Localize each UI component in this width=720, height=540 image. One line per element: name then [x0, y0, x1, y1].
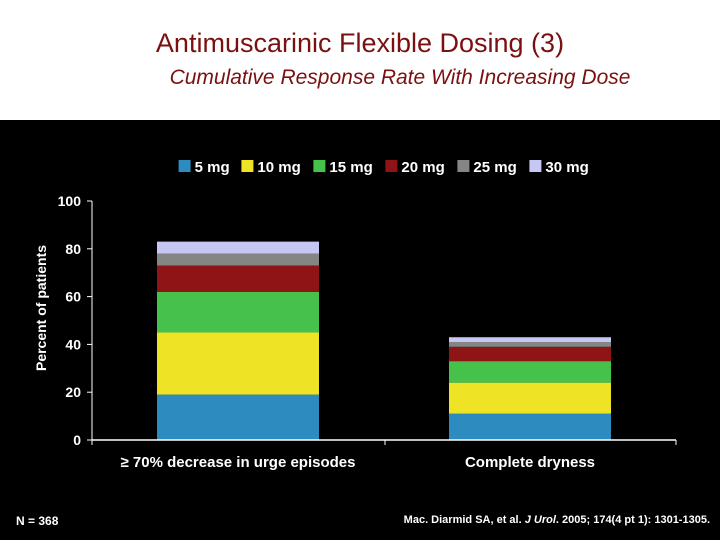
bar-segment-10-mg	[449, 382, 611, 414]
chart-legend: 5 mg 10 mg 15 mg 20 mg 25 mg 30 mg	[178, 159, 589, 176]
y-tick-label: 100	[58, 193, 82, 209]
legend-label: 5 mg	[195, 159, 230, 176]
legend-swatch	[529, 160, 542, 172]
slide-header: Antimuscarinic Flexible Dosing (3) Cumul…	[0, 0, 720, 120]
citation-journal: J Urol	[524, 514, 556, 526]
bar-segment-30-mg	[449, 337, 611, 343]
citation-details: . 2005; 174(4 pt 1): 1301-1305.	[555, 514, 710, 526]
legend-label: 20 mg	[401, 159, 444, 176]
x-category-label: Complete dryness	[465, 454, 595, 471]
y-tick-label: 80	[65, 241, 81, 257]
x-axis: ≥ 70% decrease in urge episodes Complete …	[91, 439, 677, 471]
slide-subtitle: Cumulative Response Rate With Increasing…	[169, 66, 631, 89]
bar-segment-10-mg	[157, 332, 319, 395]
legend-swatch	[313, 160, 326, 172]
bar-segment-5-mg	[449, 413, 611, 440]
sample-size-label: N = 368	[16, 514, 59, 528]
legend-swatch	[457, 160, 470, 172]
legend-swatch	[178, 160, 191, 172]
bar-segment-25-mg	[157, 253, 319, 266]
legend-label: 15 mg	[329, 159, 372, 176]
y-axis-label: Percent of patients	[33, 245, 49, 371]
legend-label: 30 mg	[545, 159, 588, 176]
legend-label: 10 mg	[257, 159, 300, 176]
y-tick-label: 60	[65, 289, 81, 305]
bar-segment-15-mg	[449, 361, 611, 383]
bar-segment-20-mg	[449, 346, 611, 362]
stacked-bar-chart: 5 mg 10 mg 15 mg 20 mg 25 mg 30 mg Percent of…	[33, 159, 677, 471]
legend-swatch	[385, 160, 398, 172]
y-tick-label: 20	[65, 384, 81, 400]
legend-swatch	[241, 160, 254, 172]
y-tick-label: 40	[65, 336, 81, 352]
bar-segment-5-mg	[157, 394, 319, 440]
bar-segment-25-mg	[449, 342, 611, 347]
legend-label: 25 mg	[473, 159, 516, 176]
x-category-label: ≥ 70% decrease in urge episodes	[120, 454, 355, 471]
bar-segment-15-mg	[157, 291, 319, 333]
citation: Mac. Diarmid SA, et al. J Urol. 2005; 17…	[404, 514, 710, 526]
citation-authors: Mac. Diarmid SA, et al.	[403, 514, 525, 526]
y-axis: 0 20 40 60 80 100	[58, 193, 93, 448]
slide-title: Antimuscarinic Flexible Dosing (3)	[155, 28, 565, 58]
bar-segment-30-mg	[157, 241, 319, 254]
bar-segment-20-mg	[157, 265, 319, 292]
y-tick-label: 0	[73, 432, 81, 448]
bars	[157, 241, 611, 440]
